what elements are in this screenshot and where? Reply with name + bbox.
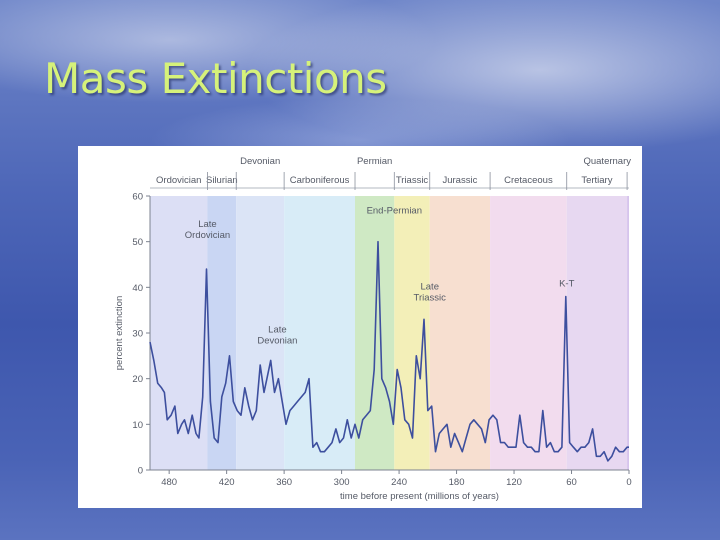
x-tick-label: 360 xyxy=(276,477,292,488)
chart-frame: Ordovician Silurian Devonian Carboniferous P… xyxy=(78,146,642,508)
x-tick-label: 420 xyxy=(219,477,235,488)
x-tick-label: 120 xyxy=(506,477,522,488)
band-tertiary xyxy=(566,196,628,470)
annotation-end-permian: End-Permian xyxy=(367,206,422,217)
band-ordovician xyxy=(150,196,208,470)
x-axis-label: time before present (millions of years) xyxy=(340,491,499,502)
period-label-ordovician: Ordovician xyxy=(156,175,201,186)
x-tick-label: 240 xyxy=(391,477,407,488)
period-bands xyxy=(150,196,629,470)
x-tick-label: 300 xyxy=(334,477,350,488)
period-label-quaternary: Quaternary xyxy=(583,156,631,167)
annotation-late-devonian: Late Devonian xyxy=(257,324,297,346)
x-tick-label: 0 xyxy=(626,477,631,488)
period-label-tertiary: Tertiary xyxy=(581,175,612,186)
y-axis-label: percent extinction xyxy=(114,296,125,370)
y-tick-label: 0 xyxy=(138,466,143,477)
x-tick-label: 480 xyxy=(161,477,177,488)
period-label-carboniferous: Carboniferous xyxy=(290,175,350,186)
period-label-triassic: Triassic xyxy=(396,175,429,186)
annotation-late-ordovician: Late Ordovician xyxy=(185,219,230,241)
x-tick-label: 60 xyxy=(566,477,577,488)
y-tick-label: 50 xyxy=(132,237,143,248)
slide-title: Mass Extinctions xyxy=(44,54,387,103)
period-label-devonian: Devonian xyxy=(240,156,280,167)
series-line-percent-extinction xyxy=(149,240,629,462)
band-devonian xyxy=(236,196,285,470)
band-cretaceous xyxy=(490,196,567,470)
extinction-annotations: Late Ordovician Late Devonian End-Permian Lat… xyxy=(185,206,575,347)
band-jurassic xyxy=(429,196,491,470)
period-label-jurassic: Jurassic xyxy=(442,175,477,186)
y-tick-label: 10 xyxy=(132,420,143,431)
period-label-permian: Permian xyxy=(357,156,392,167)
extinction-series xyxy=(149,240,629,462)
y-tick-label: 30 xyxy=(132,329,143,340)
x-tick-label: 180 xyxy=(449,477,465,488)
band-carboniferous xyxy=(284,196,356,470)
y-tick-label: 60 xyxy=(132,192,143,203)
chart-axes: 0 10 20 30 40 50 60 480 420 360 300 240 180 120 60 0 xyxy=(132,192,631,489)
period-label-silurian: Silurian xyxy=(206,175,238,186)
y-tick-label: 40 xyxy=(132,283,143,294)
period-label-cretaceous: Cretaceous xyxy=(504,175,553,186)
annotation-late-triassic: Late Triassic xyxy=(414,281,447,303)
band-quaternary xyxy=(627,196,629,470)
annotation-k-t: K-T xyxy=(559,278,575,289)
y-tick-label: 20 xyxy=(132,374,143,385)
